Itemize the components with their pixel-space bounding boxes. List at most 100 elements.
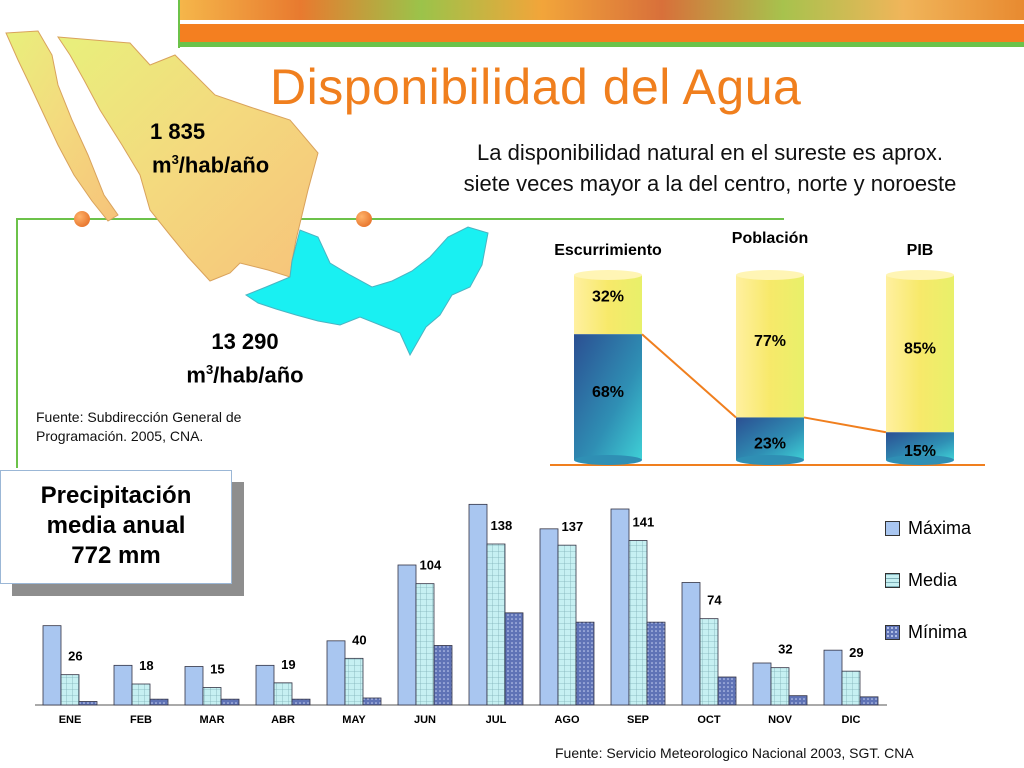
bar-data-label: 40 bbox=[352, 632, 366, 647]
bar-mínima bbox=[220, 698, 240, 706]
x-tick-label: DIC bbox=[842, 714, 861, 726]
cylinder-segment-bottom bbox=[574, 334, 642, 460]
divider-line-vertical bbox=[16, 218, 18, 468]
legend-item: Mínima bbox=[885, 619, 1015, 645]
bar-mínima bbox=[859, 696, 879, 706]
cylinder-segment-top bbox=[574, 275, 642, 335]
bar-media bbox=[202, 687, 222, 706]
x-tick-label: MAY bbox=[342, 714, 366, 726]
bar-mínima bbox=[149, 698, 169, 706]
cylinder-connector-line bbox=[641, 333, 737, 419]
cylinder-value-label: 68% bbox=[592, 384, 624, 401]
bar-media bbox=[415, 583, 435, 706]
cylinder-value-label: 85% bbox=[904, 341, 936, 358]
divider-line bbox=[16, 218, 784, 220]
legend-item: Máxima bbox=[885, 515, 1015, 541]
bar-media bbox=[486, 543, 506, 706]
south-value: 13 290 bbox=[211, 329, 279, 354]
page-title: Disponibilidad del Agua bbox=[270, 59, 802, 115]
cylinder-connector-line bbox=[803, 416, 887, 434]
x-tick-label: JUL bbox=[486, 714, 507, 726]
source-note-1: Fuente: Subdirección General de Programa… bbox=[36, 409, 242, 444]
bar-media bbox=[273, 682, 293, 706]
bar-media bbox=[770, 667, 790, 706]
bar-data-label: 141 bbox=[633, 515, 655, 530]
x-tick-label: OCT bbox=[697, 714, 721, 726]
bullet-dot bbox=[356, 211, 372, 227]
legend-label: Media bbox=[908, 569, 958, 590]
bar-media bbox=[344, 657, 364, 706]
bar-máxima bbox=[752, 662, 772, 706]
precipitation-box: Precipitación media anual 772 mm bbox=[0, 470, 232, 584]
bar-mínima bbox=[575, 621, 595, 706]
cylinder-segment-top bbox=[736, 275, 804, 418]
bullet-dot bbox=[74, 211, 90, 227]
cylinder-chart: Escurrimiento 32% 68% Población 77% 23% PIB 85%… bbox=[550, 230, 985, 466]
cylinder-base bbox=[736, 455, 804, 465]
mexico-map bbox=[5, 30, 489, 357]
cylinder-value-label: 32% bbox=[592, 289, 624, 306]
legend-swatch bbox=[885, 572, 900, 588]
bar-máxima bbox=[610, 508, 630, 706]
south-unit: m3/hab/año bbox=[186, 362, 304, 388]
legend-swatch bbox=[885, 624, 900, 640]
x-tick-label: FEB bbox=[130, 714, 152, 726]
legend-label: Máxima bbox=[908, 517, 972, 538]
bar-mínima bbox=[504, 612, 524, 706]
chart-legend: Máxima Media Mínima bbox=[885, 515, 1015, 671]
bar-máxima bbox=[681, 582, 701, 706]
bar-máxima bbox=[468, 503, 488, 706]
cylinder-category-label: PIB bbox=[907, 242, 934, 259]
bar-máxima bbox=[113, 664, 133, 706]
cylinder-segment-top bbox=[886, 275, 954, 433]
cylinder-value-label: 77% bbox=[754, 333, 786, 350]
bar-máxima bbox=[42, 625, 62, 706]
bar-máxima bbox=[823, 649, 843, 706]
cylinder-base bbox=[886, 455, 954, 465]
divider-line-vertical-left bbox=[178, 0, 180, 48]
cylinder-category-label: Población bbox=[732, 230, 808, 247]
bar-media bbox=[131, 683, 151, 706]
cylinder-cap bbox=[886, 270, 954, 280]
bar-data-label: 137 bbox=[562, 519, 584, 534]
bar-media bbox=[699, 618, 719, 706]
header-band bbox=[180, 0, 1024, 48]
bar-mínima bbox=[646, 621, 666, 706]
bar-media bbox=[60, 674, 80, 706]
map-region-south bbox=[244, 226, 489, 357]
x-tick-label: AGO bbox=[554, 714, 580, 726]
legend-swatch bbox=[885, 520, 900, 536]
map-region-baja bbox=[5, 30, 119, 222]
x-tick-label: MAR bbox=[199, 714, 224, 726]
bar-máxima bbox=[539, 528, 559, 706]
bar-data-label: 32 bbox=[778, 642, 792, 657]
bar-data-label: 18 bbox=[139, 658, 153, 673]
subtitle-line-1: La disponibilidad natural en el sureste … bbox=[477, 140, 943, 165]
map-region-north bbox=[57, 36, 319, 282]
bar-data-label: 74 bbox=[707, 593, 722, 608]
bar-máxima bbox=[397, 564, 417, 706]
bar-data-label: 29 bbox=[849, 645, 863, 660]
x-tick-label: SEP bbox=[627, 714, 649, 726]
south-availability: 13 290 m3/hab/año bbox=[160, 328, 330, 389]
north-unit: m3/hab/año bbox=[152, 152, 270, 178]
subtitle: La disponibilidad natural en el sureste … bbox=[405, 137, 1015, 199]
bar-mínima bbox=[362, 697, 382, 706]
cylinder-category-label: Escurrimiento bbox=[554, 242, 662, 259]
cylinder-cap bbox=[574, 270, 642, 280]
bar-data-label: 19 bbox=[281, 657, 295, 672]
bar-data-label: 104 bbox=[420, 558, 442, 573]
cylinder-value-label: 23% bbox=[754, 436, 786, 453]
bar-media bbox=[557, 544, 577, 706]
bar-data-label: 138 bbox=[491, 518, 513, 533]
x-tick-label: ENE bbox=[59, 714, 82, 726]
precipitation-bar-chart: 26 ENE 18 FEB 15 MAR 19 ABR 40 MAY 104 JUN 138 JUL 137… bbox=[35, 503, 887, 726]
bar-data-label: 26 bbox=[68, 649, 82, 664]
legend-label: Mínima bbox=[908, 621, 968, 642]
precipitation-title: Precipitación media anual 772 mm bbox=[1, 481, 231, 571]
precipitation-value: 772 mm bbox=[71, 542, 161, 569]
bar-media bbox=[841, 670, 861, 706]
cylinder-segment-bottom bbox=[736, 417, 804, 460]
x-tick-label: ABR bbox=[271, 714, 295, 726]
bar-máxima bbox=[326, 640, 346, 706]
